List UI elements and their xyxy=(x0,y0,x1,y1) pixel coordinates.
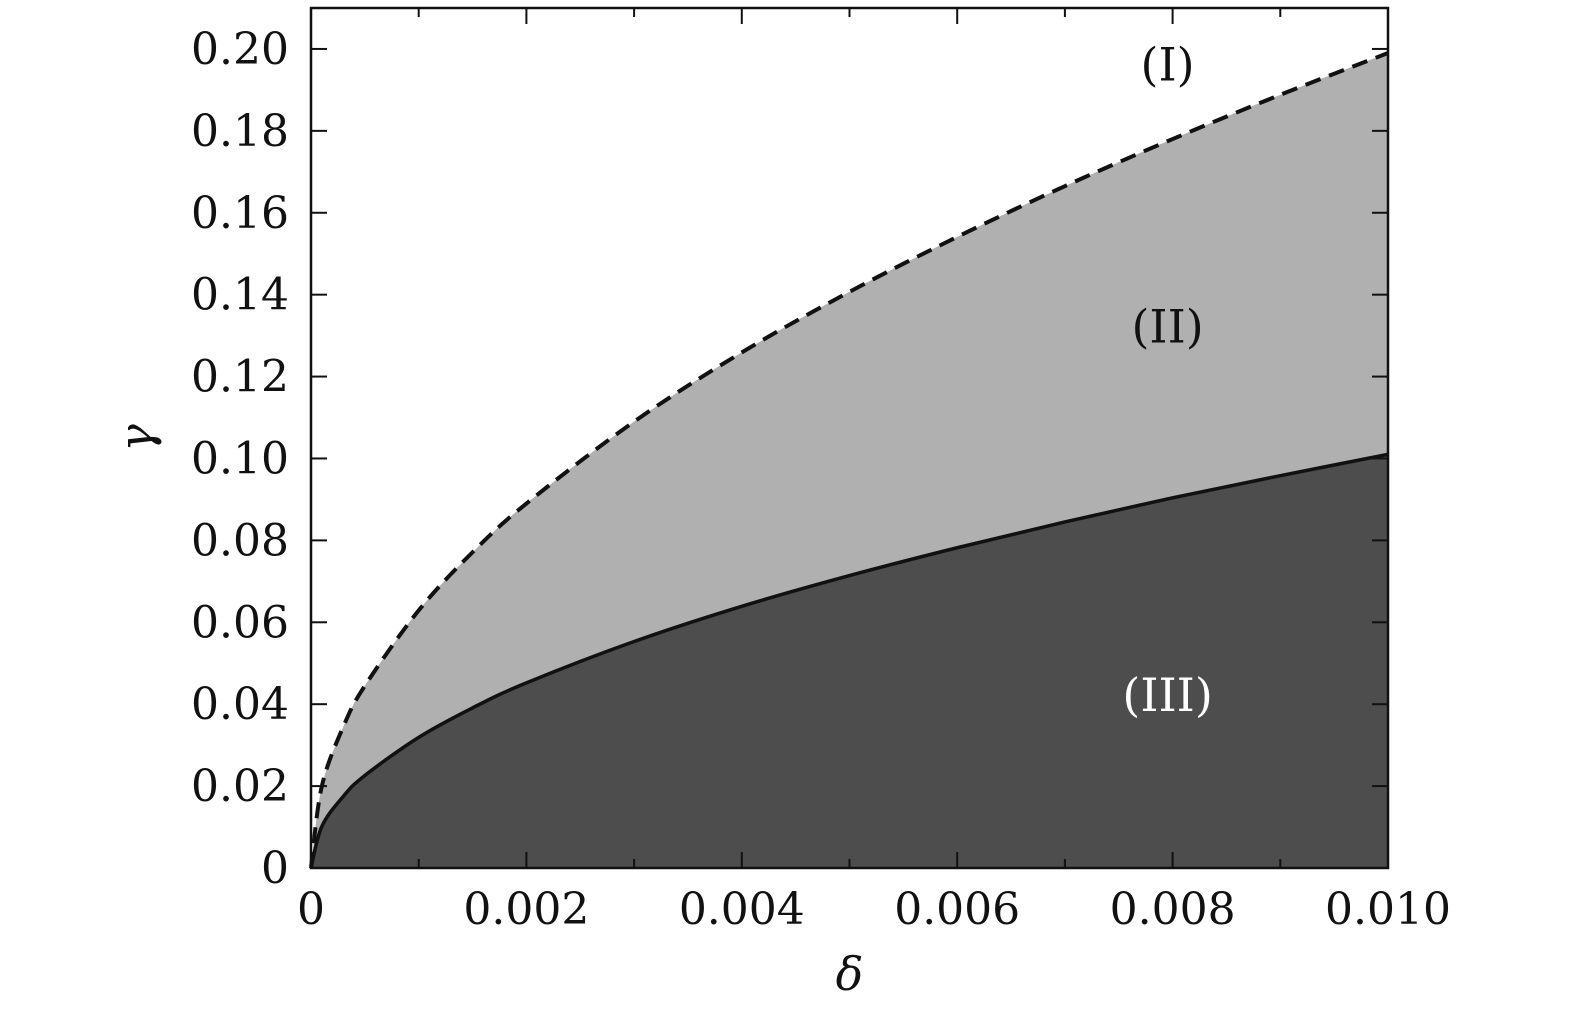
y-tick-label: 0.16 xyxy=(191,188,289,239)
y-tick-label: 0.04 xyxy=(191,679,289,730)
region-I-label: (I) xyxy=(1141,37,1195,91)
region-III-area xyxy=(311,454,1388,868)
y-tick-label: 0.20 xyxy=(191,24,289,75)
y-tick-label: 0 xyxy=(261,843,289,894)
shaded-regions xyxy=(311,8,1388,869)
x-tick-label: 0.010 xyxy=(1325,884,1451,935)
tick-labels: 0 0.002 0.004 0.006 0.008 0.010 0 0.02 0.04 0.06 0… xyxy=(191,24,1451,935)
y-axis-label: γ xyxy=(109,424,163,452)
x-tick-label: 0.002 xyxy=(463,884,589,935)
region-II-label: (II) xyxy=(1131,299,1203,353)
boundary-curves xyxy=(309,51,1389,869)
solid-boundary-curve xyxy=(309,452,1389,869)
x-tick-label: 0 xyxy=(297,884,325,935)
y-tick-label: 0.10 xyxy=(191,433,289,484)
y-tick-label: 0.02 xyxy=(191,761,289,812)
y-tick-label: 0.08 xyxy=(191,515,289,566)
y-tick-label: 0.06 xyxy=(191,597,289,648)
x-tick-label: 0.006 xyxy=(894,884,1020,935)
x-tick-label: 0.004 xyxy=(679,884,805,935)
axis-ticks xyxy=(310,8,1389,869)
y-tick-label: 0.18 xyxy=(191,106,289,157)
y-tick-label: 0.12 xyxy=(191,352,289,403)
dashed-boundary-curve xyxy=(309,51,1389,869)
y-tick-label: 0.14 xyxy=(191,270,289,321)
region-II-area xyxy=(311,53,1388,869)
region-labels: (I) (II) (III) xyxy=(1122,37,1212,722)
x-axis-label: δ xyxy=(836,947,864,1001)
x-tick-label: 0.008 xyxy=(1110,884,1236,935)
region-III-label: (III) xyxy=(1122,668,1212,722)
